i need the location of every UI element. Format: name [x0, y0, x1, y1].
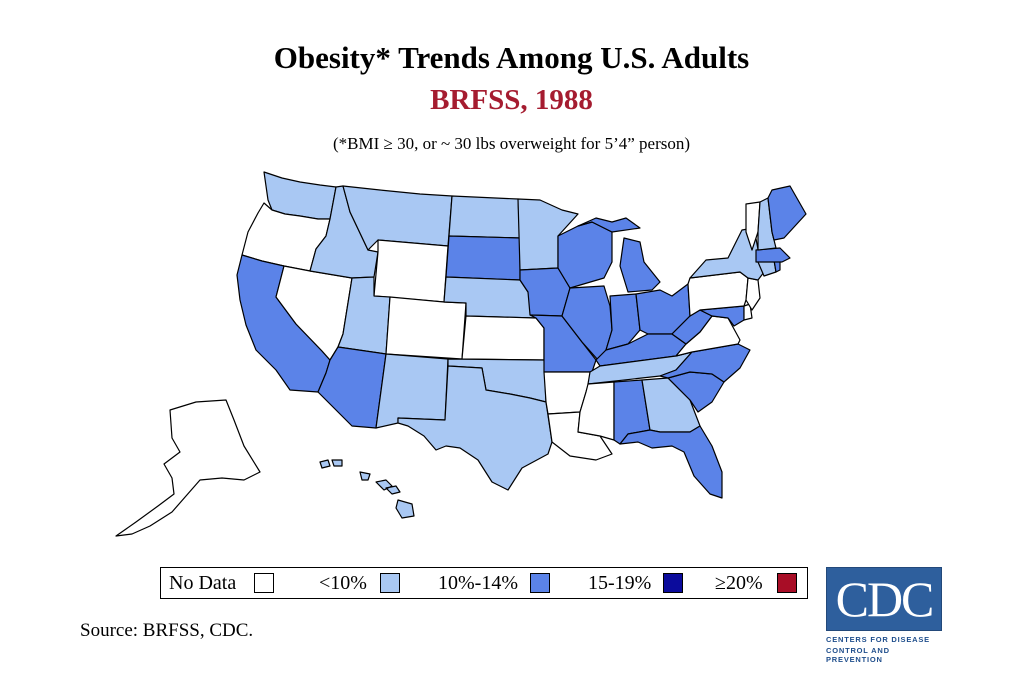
state-DE	[743, 303, 753, 321]
definition-note: (*BMI ≥ 30, or ~ 30 lbs overweight for 5…	[332, 134, 691, 153]
cdc-logo-line1: CENTERS FOR DISEASE	[826, 635, 930, 644]
cdc-logo-line2: CONTROL AND PREVENTION	[826, 646, 890, 664]
state-SD	[445, 235, 521, 281]
legend-label-15-19: 15-19%	[588, 572, 652, 594]
legend-swatch-lt10	[380, 573, 400, 593]
state-ID	[309, 185, 379, 279]
legend-swatch-15-19	[663, 573, 683, 593]
state-FL	[619, 425, 723, 499]
page-title: Obesity* Trends Among U.S. Adults	[273, 40, 750, 75]
state-AK	[115, 399, 261, 537]
state-KS	[461, 315, 545, 361]
legend-label-10-14: 10%-14%	[438, 572, 518, 594]
state-MI	[619, 237, 661, 293]
state-ND	[448, 195, 521, 239]
state-NM	[375, 353, 449, 429]
state-VT	[745, 201, 761, 251]
cdc-logo-mark: CDC	[826, 567, 942, 631]
legend-swatch-10-14	[530, 573, 550, 593]
state-CO	[385, 296, 467, 360]
legend-swatch-no-data	[254, 573, 274, 593]
state-TX	[397, 365, 553, 491]
state-NC	[659, 343, 751, 383]
cdc-logo: CDC CENTERS FOR DISEASE CONTROL AND PREV…	[826, 567, 946, 664]
legend-swatch-ge20	[777, 573, 797, 593]
state-WI	[557, 221, 613, 289]
legend-label-ge20: ≥20%	[715, 572, 763, 594]
state-WY	[373, 239, 449, 303]
legend-label-no-data: No Data	[169, 572, 237, 594]
state-MI-upper	[577, 217, 641, 233]
legend-label-lt10: <10%	[319, 572, 367, 594]
state-HI	[319, 459, 415, 519]
source-note: Source: BRFSS, CDC.	[80, 620, 254, 641]
state-ME	[767, 185, 807, 241]
legend: No Data <10% 10%-14% 15-19% ≥20%	[160, 567, 808, 599]
page-subtitle: BRFSS, 1988	[430, 84, 593, 116]
